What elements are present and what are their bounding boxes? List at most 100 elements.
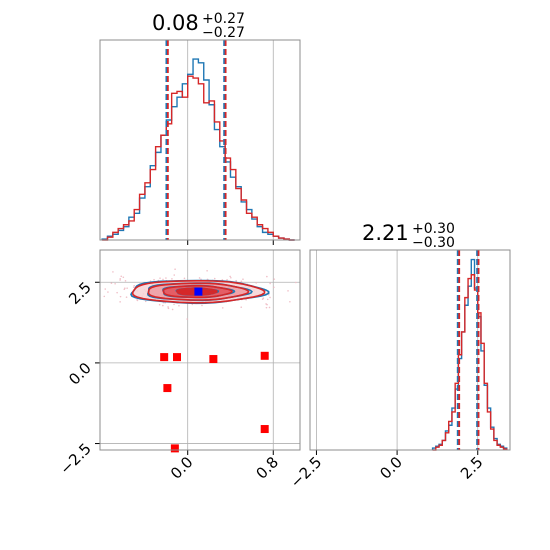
red-marker: [163, 384, 172, 393]
sample-point: [158, 303, 161, 306]
sample-point: [132, 286, 135, 289]
sample-point: [221, 307, 224, 309]
x-tick-label: 2.5: [457, 453, 487, 483]
sample-point: [133, 284, 136, 287]
sample-point: [267, 293, 270, 296]
sample-point: [173, 274, 176, 276]
contour-red-level-2: [162, 285, 233, 299]
x-tick-label: 0.8: [252, 453, 282, 483]
sample-point: [119, 301, 121, 303]
panel-title-upper-error: +0.27: [202, 11, 245, 27]
sample-point: [167, 307, 170, 310]
marginal-histogram-param-1: 0.08 +0.27 −0.27: [99, 11, 301, 245]
blue-marker: [194, 287, 203, 296]
axes-frame: [309, 249, 511, 451]
sample-point: [126, 287, 128, 289]
panel-title-value: 0.08: [152, 11, 199, 35]
sample-point: [136, 298, 138, 301]
sample-point: [104, 288, 107, 290]
x-tick-label: 0.0: [376, 453, 406, 483]
sample-point: [119, 277, 122, 280]
sample-point: [110, 282, 113, 284]
sample-point: [125, 296, 128, 298]
histogram-blue: [101, 58, 295, 241]
sample-point: [186, 318, 188, 320]
sample-point: [120, 275, 123, 278]
sample-point: [240, 280, 243, 283]
sample-point: [265, 306, 268, 309]
contour-red-level-1: [147, 282, 250, 301]
sample-point: [165, 277, 167, 279]
sample-point: [269, 296, 271, 299]
sample-point: [119, 279, 121, 281]
sample-point: [178, 304, 180, 307]
sample-point: [213, 277, 216, 280]
axes-frame: [99, 249, 301, 451]
sample-point: [119, 295, 122, 298]
panel-title-value: 2.21: [362, 221, 409, 245]
sample-point: [273, 286, 275, 289]
panel-title-lower-error: −0.30: [412, 235, 455, 251]
sample-point: [255, 282, 258, 284]
x-tick-label: 0.0: [167, 453, 197, 483]
sample-point: [235, 279, 237, 282]
sample-point: [200, 278, 202, 281]
red-marker: [260, 425, 269, 434]
sample-point: [162, 304, 164, 307]
sample-point: [230, 276, 232, 279]
sample-point: [153, 278, 155, 281]
histogram-red: [432, 274, 508, 451]
sample-point: [116, 291, 118, 294]
sample-point: [242, 278, 244, 280]
y-tick-label: 2.5: [65, 278, 95, 308]
sample-point: [268, 306, 271, 309]
red-marker: [160, 353, 169, 362]
sample-point: [144, 300, 147, 303]
sample-point: [269, 282, 271, 285]
sample-point: [198, 277, 201, 279]
sample-point: [240, 306, 243, 309]
red-marker: [260, 351, 269, 360]
sample-point: [206, 269, 208, 272]
sample-point: [171, 308, 174, 311]
sample-point: [265, 303, 267, 305]
marginal-histogram-param-2: 2.21 +0.30 −0.30 −2.5 0.0 2.5: [287, 221, 511, 492]
joint-scatter-param-1-param-2: 0.0 0.8 −2.5 0.0 2.5: [56, 249, 301, 483]
sample-point: [103, 295, 106, 298]
histogram-red: [102, 75, 295, 241]
red-marker: [173, 353, 182, 362]
contour-red-level-0: [131, 280, 266, 304]
sample-point: [114, 282, 116, 285]
sample-point: [229, 275, 231, 278]
red-marker: [209, 355, 218, 364]
x-tick-label: −2.5: [287, 453, 325, 491]
sample-point: [162, 278, 164, 281]
histogram-blue: [431, 258, 508, 450]
panel-title-upper-error: +0.30: [412, 221, 455, 237]
sample-point: [273, 278, 276, 280]
sample-point: [183, 277, 186, 280]
panel-title-lower-error: −0.27: [202, 25, 245, 41]
y-tick-label: −2.5: [56, 440, 94, 478]
sample-point: [122, 276, 125, 279]
sample-point: [261, 298, 264, 300]
sample-point: [289, 300, 291, 303]
sample-point: [173, 303, 175, 306]
red-marker: [170, 444, 179, 453]
sample-point: [167, 306, 169, 308]
sample-point: [159, 277, 161, 279]
sample-point: [266, 298, 269, 301]
sample-point: [287, 290, 289, 292]
sample-point: [174, 268, 176, 271]
sample-point: [226, 279, 228, 281]
sample-point: [107, 291, 109, 293]
axes-frame: [99, 39, 301, 241]
sample-point: [171, 278, 173, 280]
sample-point: [112, 271, 114, 273]
sample-point: [245, 298, 247, 301]
sample-point: [124, 280, 127, 282]
sample-point: [201, 304, 203, 307]
contour-red-level-3: [175, 287, 218, 296]
sample-point: [266, 275, 268, 278]
